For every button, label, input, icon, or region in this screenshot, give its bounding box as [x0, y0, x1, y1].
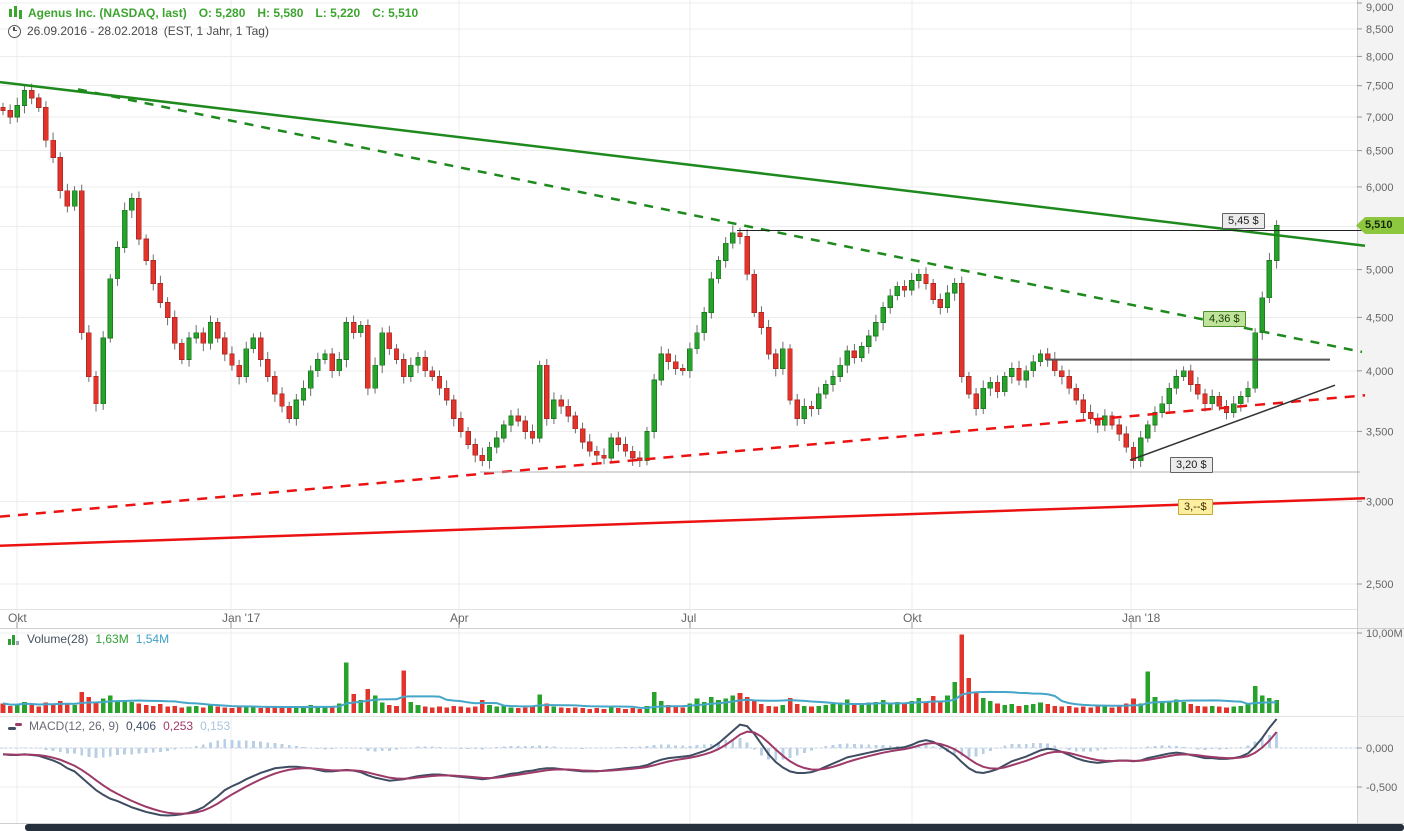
svg-text:Okt: Okt [8, 611, 27, 625]
svg-text:6,000: 6,000 [1366, 182, 1394, 194]
lower-support-solid [0, 497, 1366, 547]
close-value: C: 5,510 [372, 6, 419, 20]
svg-text:Okt: Okt [903, 611, 922, 625]
upper-triangle-solid [0, 80, 1366, 247]
macd-value: 0,406 [126, 719, 157, 733]
svg-text:3,500: 3,500 [1366, 426, 1394, 438]
candlestick-icon [8, 6, 22, 20]
price-label-545[interactable]: 5,45 $ [1222, 213, 1265, 229]
svg-text:10,00M: 10,00M [1366, 628, 1403, 640]
svg-text:-0,500: -0,500 [1366, 782, 1397, 794]
svg-text:Jan '18: Jan '18 [1122, 611, 1161, 625]
histogram-value: 0,153 [200, 719, 231, 733]
high-value: H: 5,580 [257, 6, 304, 20]
price-label-3dash[interactable]: 3,--$ [1178, 499, 1213, 515]
svg-text:4,000: 4,000 [1366, 366, 1394, 378]
svg-text:8,500: 8,500 [1366, 24, 1394, 36]
timeframe: (EST, 1 Jahr, 1 Tag) [163, 24, 269, 38]
price-label-436[interactable]: 4,36 $ [1203, 311, 1246, 327]
last-price-tag: 5,510 [1356, 217, 1404, 234]
svg-text:5,000: 5,000 [1366, 265, 1394, 277]
open-value: O: 5,280 [198, 6, 246, 20]
volume-label: Volume(28) [27, 632, 89, 646]
lower-support-dashed [0, 394, 1366, 518]
svg-text:6,500: 6,500 [1366, 146, 1394, 158]
svg-text:9,000: 9,000 [1366, 2, 1394, 14]
volume-layer [0, 634, 1279, 713]
svg-text:Apr: Apr [450, 611, 469, 625]
macd-lines-icon [8, 721, 22, 731]
trendlines-layer[interactable] [0, 80, 1366, 547]
axis-panel[interactable] [1357, 0, 1404, 824]
macd-indicator-label: MACD(12, 26, 9) 0,406 0,253 0,153 [8, 719, 230, 733]
chart-scrollbar[interactable] [25, 824, 1404, 831]
signal-value: 0,253 [163, 719, 194, 733]
svg-text:7,000: 7,000 [1366, 112, 1394, 124]
price-label-320[interactable]: 3,20 $ [1170, 457, 1213, 473]
svg-text:7,500: 7,500 [1366, 81, 1394, 93]
volume-last-value: 1,63M [95, 632, 129, 646]
svg-text:3,000: 3,000 [1366, 496, 1394, 508]
chart-header: Agenus Inc. (NASDAQ, last) O: 5,280 H: 5… [8, 5, 418, 39]
low-value: L: 5,220 [315, 6, 361, 20]
axis-labels[interactable]: Okt Jan '17 Apr Jul Okt Jan '18 9,000 8,500 8,00… [8, 2, 1403, 794]
svg-text:Jul: Jul [681, 611, 696, 625]
svg-text:4,500: 4,500 [1366, 312, 1394, 324]
macd-label: MACD(12, 26, 9) [29, 719, 120, 733]
ascending-trendline [1129, 384, 1336, 461]
candles-layer [0, 83, 1280, 469]
clock-icon [8, 24, 21, 38]
upper-triangle-dashed [77, 88, 1363, 354]
svg-text:2,500: 2,500 [1366, 579, 1394, 591]
volume-indicator-label: Volume(28) 1,63M 1,54M [8, 632, 169, 646]
instrument-title: Agenus Inc. (NASDAQ, last) [28, 6, 187, 20]
svg-text:0,000: 0,000 [1366, 743, 1394, 755]
macd-layer [0, 718, 1357, 817]
volume-bars-icon [8, 634, 20, 645]
svg-text:Jan '17: Jan '17 [222, 611, 261, 625]
svg-text:8,000: 8,000 [1366, 51, 1394, 63]
volume-ma-value: 1,54M [135, 632, 170, 646]
date-range: 26.09.2016 - 28.02.2018 [27, 24, 158, 38]
